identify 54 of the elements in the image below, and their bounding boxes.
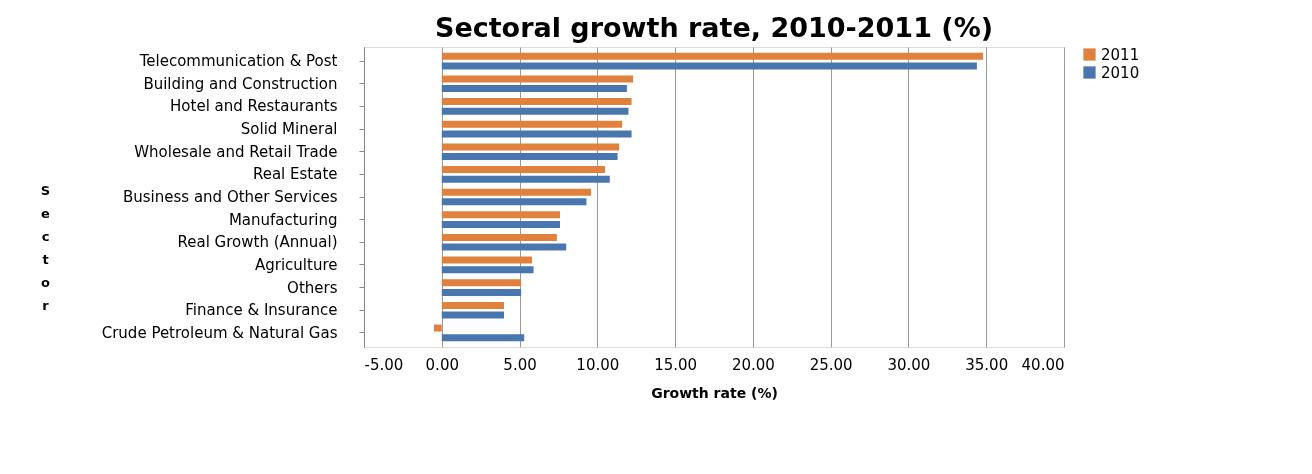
y-tick-label: Real Estate (252, 165, 338, 184)
bar (441, 130, 632, 138)
y-tick-label: Finance & Insurance (185, 301, 338, 320)
y-tick-label: Wholesale and Retail Trade (134, 142, 338, 161)
bar (441, 288, 522, 296)
y-tick-label: Solid Mineral (240, 120, 338, 139)
bar (441, 220, 560, 228)
bar (441, 279, 522, 287)
bar (441, 175, 610, 183)
bar (441, 188, 592, 196)
x-axis-title: Growth rate (%) (651, 384, 778, 401)
bar (441, 301, 504, 309)
y-tick-label: Building and Construction (143, 74, 338, 93)
x-tick-label: 35.00 (965, 355, 1009, 374)
bar (441, 233, 557, 241)
bar (441, 120, 623, 128)
bar (441, 75, 634, 83)
y-tick-label: Business and Other Services (122, 188, 338, 206)
bar (441, 166, 606, 174)
x-tick-label: 15.00 (654, 355, 698, 374)
bar (441, 153, 618, 161)
y-tick-label: Telecommunication & Post (138, 52, 338, 71)
bar (441, 85, 627, 93)
x-tick-label: 40.00 (1021, 355, 1065, 374)
bar (441, 211, 560, 219)
bar (441, 266, 534, 274)
bar (441, 98, 632, 106)
y-tick-label: Manufacturing (228, 210, 338, 229)
bar (441, 311, 504, 319)
legend-label: 2010 (1101, 63, 1140, 82)
x-tick-label: 25.00 (809, 355, 853, 374)
y-axis-title: Sector (40, 182, 51, 313)
x-tick-label: 30.00 (887, 355, 931, 374)
y-tick-label: Others (287, 278, 338, 297)
bar (441, 198, 587, 206)
x-tick-label: 5.00 (503, 355, 537, 374)
bar (441, 243, 567, 251)
bar (441, 334, 525, 342)
chart-title: Sectoral growth rate, 2010-2011 (%) (434, 12, 994, 43)
legend-label: 2011 (1101, 45, 1140, 64)
y-tick-label: Crude Petroleum & Natural Gas (101, 323, 338, 342)
y-tick-label: Agriculture (255, 255, 338, 274)
x-tick-label: -5.00 (364, 355, 404, 374)
bar (434, 324, 442, 332)
bar (441, 62, 977, 70)
bar (441, 107, 629, 115)
x-tick-label: 0.00 (425, 355, 459, 374)
x-tick-label: 20.00 (731, 355, 775, 374)
y-tick-label: Hotel and Restaurants (170, 97, 338, 116)
x-tick-label: 10.00 (576, 355, 620, 374)
bar (441, 52, 984, 60)
bar (441, 143, 620, 151)
bar (441, 256, 532, 264)
y-tick-label: Real Growth (Annual) (177, 233, 338, 252)
